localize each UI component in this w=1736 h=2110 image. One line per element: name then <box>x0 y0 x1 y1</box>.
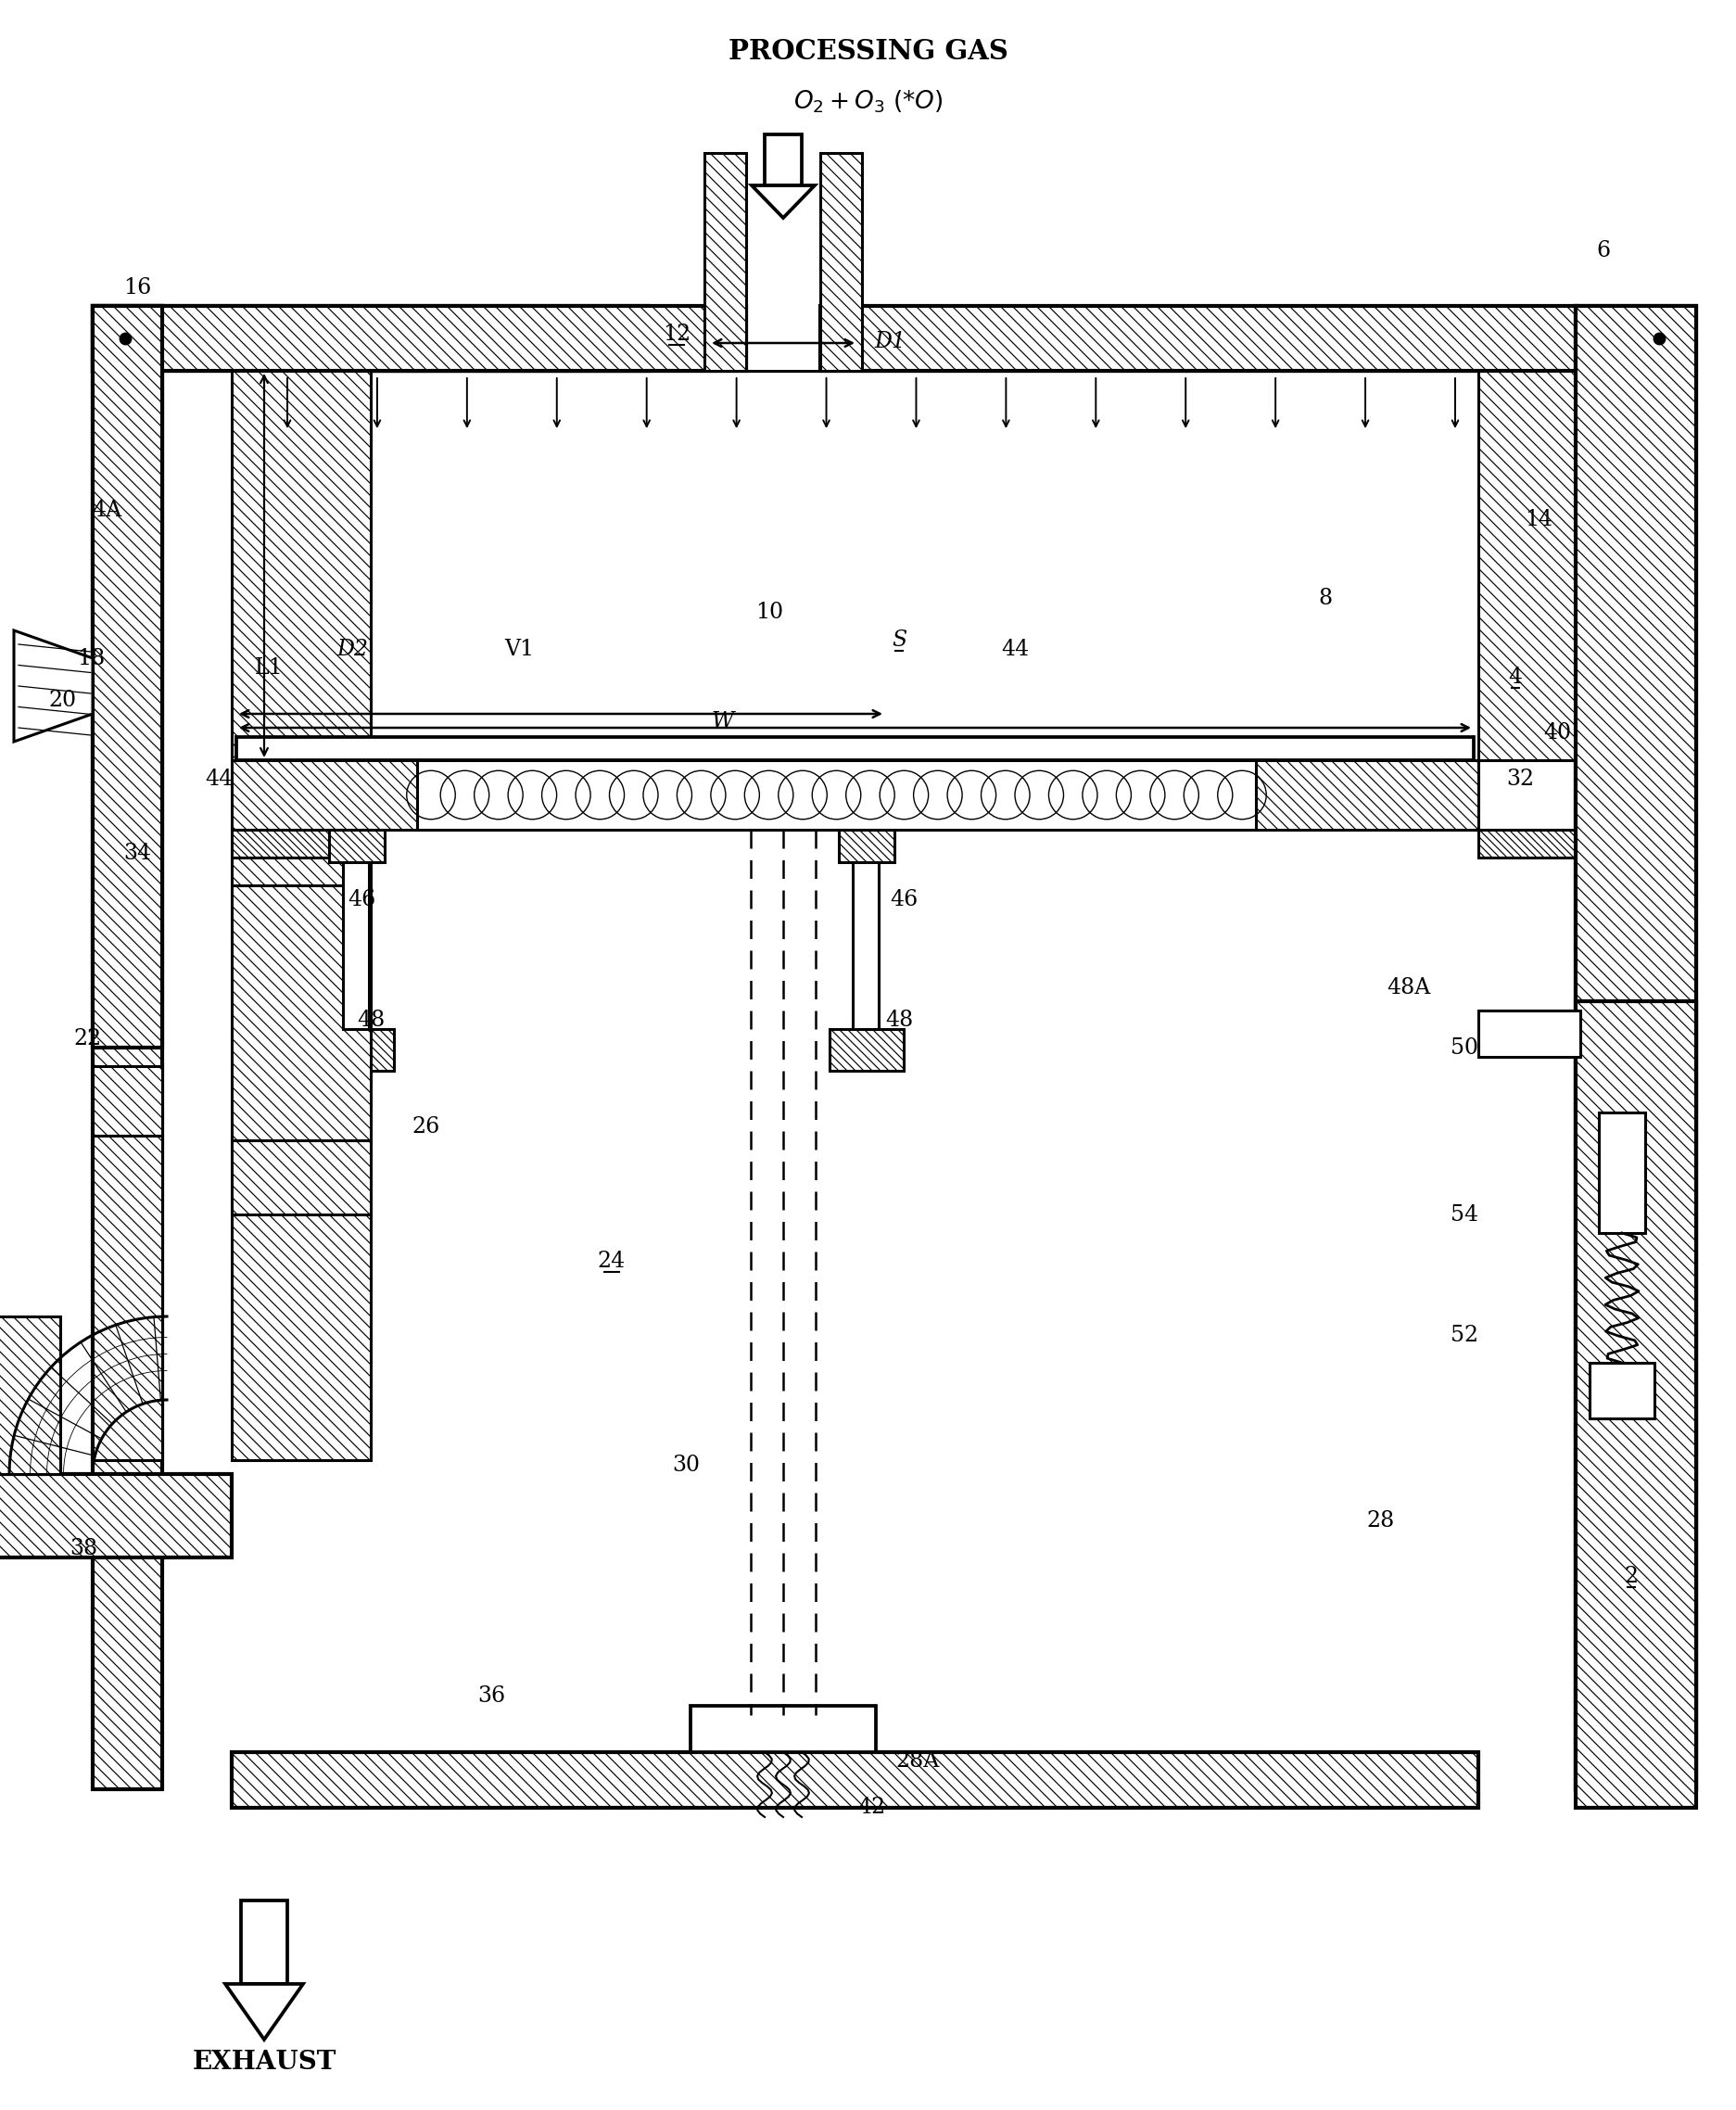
Text: 30: 30 <box>672 1454 700 1475</box>
Text: 50: 50 <box>1450 1036 1477 1059</box>
Polygon shape <box>1477 829 1575 857</box>
Polygon shape <box>1575 1002 1696 1808</box>
Polygon shape <box>231 760 417 829</box>
Bar <box>342 863 368 1030</box>
Bar <box>236 736 1472 760</box>
Text: 52: 52 <box>1450 1325 1477 1346</box>
Text: W: W <box>712 711 734 732</box>
Text: 22: 22 <box>75 1028 102 1049</box>
Polygon shape <box>752 186 814 217</box>
Text: L1: L1 <box>255 656 283 677</box>
Text: 18: 18 <box>76 648 104 669</box>
Text: 44: 44 <box>1000 639 1028 660</box>
Text: 4A: 4A <box>92 500 122 521</box>
Text: 34: 34 <box>123 842 151 863</box>
Polygon shape <box>92 306 746 371</box>
Polygon shape <box>0 1475 231 1557</box>
Polygon shape <box>1580 1085 1696 1112</box>
Text: 36: 36 <box>477 1686 505 1707</box>
Text: 6: 6 <box>1595 241 1609 262</box>
Polygon shape <box>830 1030 903 1070</box>
Text: 24: 24 <box>597 1249 625 1272</box>
Polygon shape <box>92 1135 161 1460</box>
Bar <box>1597 1112 1644 1232</box>
Text: V1: V1 <box>503 639 533 660</box>
Polygon shape <box>92 1066 161 1135</box>
Polygon shape <box>1575 306 1696 1789</box>
Polygon shape <box>92 306 161 1047</box>
Text: 10: 10 <box>755 601 783 622</box>
Polygon shape <box>231 1751 1477 1808</box>
Text: 48: 48 <box>356 1009 385 1030</box>
Polygon shape <box>838 829 894 863</box>
Text: 12: 12 <box>661 323 691 344</box>
Text: D2: D2 <box>337 639 368 660</box>
Bar <box>852 863 878 1030</box>
Polygon shape <box>319 1030 394 1070</box>
Polygon shape <box>92 306 649 371</box>
Text: S: S <box>891 629 906 650</box>
Text: 2: 2 <box>1623 1566 1637 1587</box>
Text: 20: 20 <box>49 690 76 711</box>
Text: 8: 8 <box>1318 587 1332 608</box>
Text: 4: 4 <box>1507 667 1522 688</box>
Text: D1: D1 <box>873 331 904 352</box>
Polygon shape <box>819 152 861 371</box>
Polygon shape <box>0 1317 61 1475</box>
Text: 14: 14 <box>1524 509 1552 530</box>
Text: 16: 16 <box>123 276 151 298</box>
Bar <box>417 760 1255 829</box>
Bar <box>691 1705 875 1751</box>
Text: 48A: 48A <box>1385 977 1430 998</box>
Polygon shape <box>231 1139 370 1215</box>
Text: 40: 40 <box>1542 722 1571 743</box>
Text: 46: 46 <box>347 888 375 909</box>
Polygon shape <box>819 306 1575 371</box>
Polygon shape <box>92 306 161 1789</box>
Polygon shape <box>1255 760 1477 829</box>
Text: 46: 46 <box>889 888 917 909</box>
Text: 54: 54 <box>1450 1205 1477 1226</box>
Polygon shape <box>231 857 370 1460</box>
Bar <box>764 135 802 186</box>
Polygon shape <box>1477 371 1575 760</box>
Text: 26: 26 <box>411 1116 441 1137</box>
Text: 28A: 28A <box>896 1751 939 1772</box>
Text: 28: 28 <box>1366 1511 1394 1532</box>
Polygon shape <box>231 886 370 1139</box>
Polygon shape <box>705 152 746 371</box>
Polygon shape <box>1580 1418 1696 1492</box>
Polygon shape <box>328 829 384 863</box>
Text: 38: 38 <box>69 1538 97 1559</box>
Polygon shape <box>226 1983 302 2040</box>
Polygon shape <box>1580 1002 1696 1085</box>
Text: 44: 44 <box>205 768 233 789</box>
Text: 42: 42 <box>858 1798 885 1819</box>
Text: 48: 48 <box>885 1009 913 1030</box>
Text: PROCESSING GAS: PROCESSING GAS <box>727 38 1009 65</box>
Bar <box>1588 1363 1654 1418</box>
Text: $O_2 + O_3\ (*O)$: $O_2 + O_3\ (*O)$ <box>793 89 943 116</box>
Polygon shape <box>14 631 92 741</box>
Polygon shape <box>231 371 370 760</box>
Text: EXHAUST: EXHAUST <box>193 2051 337 2076</box>
Polygon shape <box>1575 306 1696 1789</box>
Bar <box>1477 1011 1580 1057</box>
Text: 32: 32 <box>1505 768 1533 789</box>
Bar <box>241 1901 286 1983</box>
Polygon shape <box>231 829 370 857</box>
